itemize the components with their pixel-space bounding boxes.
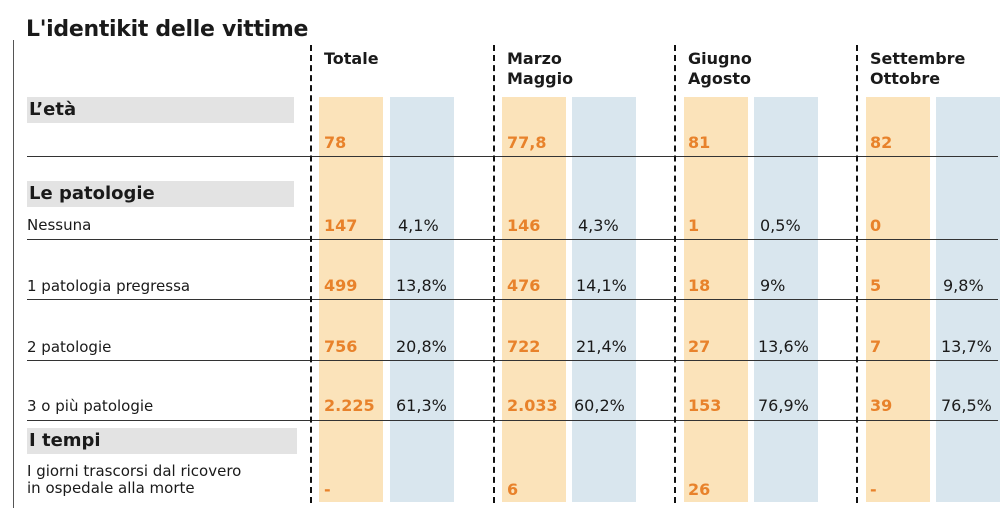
left-rule bbox=[13, 40, 14, 508]
value-p3-giugno: 153 bbox=[688, 396, 722, 415]
value-eta-settembre: 82 bbox=[870, 133, 893, 152]
value-p1-marzo: 476 bbox=[507, 276, 541, 295]
value-p3-settembre: 39 bbox=[870, 396, 893, 415]
pct-p2-settembre: 13,7% bbox=[941, 337, 992, 356]
row-label-nessuna: Nessuna bbox=[27, 216, 92, 234]
row-label-giorni-line1: I giorni trascorsi dal ricovero bbox=[27, 462, 242, 480]
row-label-3-patologie: 3 o più patologie bbox=[27, 397, 154, 415]
value-giorni-settembre: - bbox=[870, 480, 877, 499]
row-label-2-patologie: 2 patologie bbox=[27, 338, 112, 356]
row-label-giorni-line2: in ospedale alla morte bbox=[27, 479, 195, 497]
column-header-settembre-ottobre: Settembre Ottobre bbox=[870, 49, 965, 89]
column-header-marzo-maggio: Marzo Maggio bbox=[507, 49, 573, 89]
section-bar-tempi bbox=[27, 428, 297, 454]
value-eta-totale: 78 bbox=[324, 133, 347, 152]
pct-p1-totale: 13,8% bbox=[396, 276, 447, 295]
value-p2-giugno: 27 bbox=[688, 337, 711, 356]
value-p2-settembre: 7 bbox=[870, 337, 882, 356]
pct-nessuna-totale: 4,1% bbox=[398, 216, 439, 235]
pct-p1-settembre: 9,8% bbox=[943, 276, 984, 295]
value-eta-marzo: 77,8 bbox=[507, 133, 547, 152]
value-nessuna-totale: 147 bbox=[324, 216, 358, 235]
pct-p3-totale: 61,3% bbox=[396, 396, 447, 415]
value-p1-settembre: 5 bbox=[870, 276, 882, 295]
row-label-1-patologia: 1 patologia pregressa bbox=[27, 277, 191, 295]
row-divider bbox=[27, 239, 998, 240]
column-header-line1: Marzo bbox=[507, 49, 562, 68]
column-separator bbox=[493, 45, 495, 503]
column-header-line1: Totale bbox=[324, 49, 379, 68]
column-header-line2: Agosto bbox=[688, 69, 751, 88]
column-header-line2: Maggio bbox=[507, 69, 574, 88]
column-separator bbox=[674, 45, 676, 503]
pct-p3-giugno: 76,9% bbox=[758, 396, 809, 415]
pct-p2-giugno: 13,6% bbox=[758, 337, 809, 356]
column-separator bbox=[856, 45, 858, 503]
pct-p2-marzo: 21,4% bbox=[576, 337, 627, 356]
column-header-giugno-agosto: Giugno Agosto bbox=[688, 49, 752, 89]
value-p1-giugno: 18 bbox=[688, 276, 711, 295]
value-giorni-totale: - bbox=[324, 480, 331, 499]
pct-p1-marzo: 14,1% bbox=[576, 276, 627, 295]
column-header-line1: Giugno bbox=[688, 49, 752, 68]
column-header-line2: Ottobre bbox=[870, 69, 941, 88]
value-giorni-marzo: 6 bbox=[507, 480, 519, 499]
section-bar-eta bbox=[27, 97, 294, 123]
pct-p1-giugno: 9% bbox=[760, 276, 786, 295]
value-nessuna-giugno: 1 bbox=[688, 216, 700, 235]
section-title-tempi: I tempi bbox=[29, 430, 101, 451]
value-eta-giugno: 81 bbox=[688, 133, 711, 152]
value-p2-marzo: 722 bbox=[507, 337, 541, 356]
section-title-eta: L’età bbox=[29, 99, 77, 120]
section-title-patologie: Le patologie bbox=[29, 183, 155, 204]
column-header-totale: Totale bbox=[324, 49, 379, 69]
value-nessuna-marzo: 146 bbox=[507, 216, 541, 235]
value-p3-totale: 2.225 bbox=[324, 396, 375, 415]
value-p3-marzo: 2.033 bbox=[507, 396, 558, 415]
row-divider bbox=[27, 156, 998, 157]
column-separator bbox=[310, 45, 312, 503]
column-header-line1: Settembre bbox=[870, 49, 966, 68]
section-bar-patologie bbox=[27, 181, 294, 207]
pct-p3-marzo: 60,2% bbox=[574, 396, 625, 415]
chart-title: L'identikit delle vittime bbox=[26, 17, 309, 42]
row-divider bbox=[27, 299, 998, 300]
value-p2-totale: 756 bbox=[324, 337, 358, 356]
pct-nessuna-giugno: 0,5% bbox=[760, 216, 801, 235]
pct-p3-settembre: 76,5% bbox=[941, 396, 992, 415]
row-divider bbox=[27, 360, 998, 361]
value-p1-totale: 499 bbox=[324, 276, 358, 295]
row-label-giorni: I giorni trascorsi dal ricovero in osped… bbox=[27, 463, 241, 497]
pct-nessuna-marzo: 4,3% bbox=[578, 216, 619, 235]
row-divider bbox=[27, 420, 998, 421]
value-nessuna-settembre: 0 bbox=[870, 216, 882, 235]
value-giorni-giugno: 26 bbox=[688, 480, 711, 499]
pct-p2-totale: 20,8% bbox=[396, 337, 447, 356]
